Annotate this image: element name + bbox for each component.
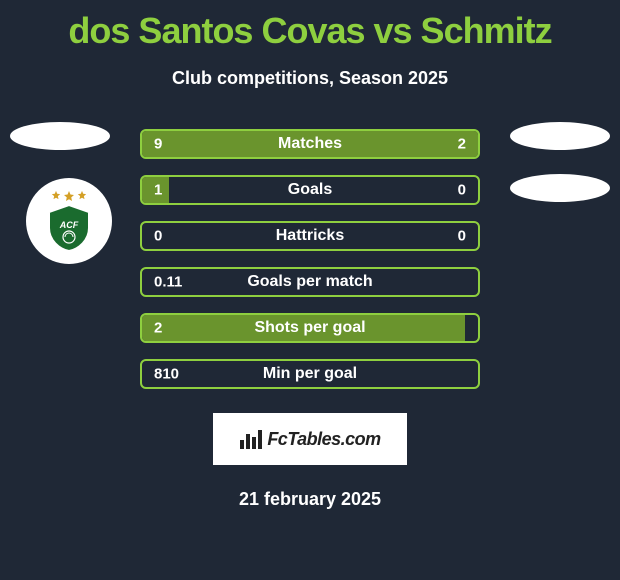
stat-label: Min per goal: [263, 365, 357, 383]
stat-value-left: 0.11: [154, 274, 182, 291]
page-subtitle: Club competitions, Season 2025: [172, 68, 448, 89]
stat-row: 0 Hattricks 0: [0, 221, 620, 251]
stat-bar: 810 Min per goal: [140, 359, 480, 389]
stat-value-left: 9: [154, 136, 162, 153]
stat-bar: 1 Goals 0: [140, 175, 480, 205]
branding-label: FcTables.com: [267, 429, 380, 450]
stat-label: Shots per goal: [254, 319, 365, 337]
stat-row: 1 Goals 0: [0, 175, 620, 205]
stat-row: 9 Matches 2: [0, 129, 620, 159]
branding-box: FcTables.com: [213, 413, 407, 465]
bar-fill-left: [142, 131, 404, 157]
stat-row: 2 Shots per goal: [0, 313, 620, 343]
stat-value-left: 1: [154, 182, 162, 199]
stat-bar: 0 Hattricks 0: [140, 221, 480, 251]
stat-value-left: 810: [154, 366, 179, 383]
stat-row: 810 Min per goal: [0, 359, 620, 389]
stat-bar: 0.11 Goals per match: [140, 267, 480, 297]
stat-value-left: 2: [154, 320, 162, 337]
stat-value-right: 2: [458, 136, 466, 153]
stats-area: 9 Matches 2 1 Goals 0 0 Hattricks 0 0.11 Goals per…: [0, 129, 620, 389]
comparison-infographic: ACF dos Santos Covas vs Schmitz Club com…: [0, 0, 620, 580]
bar-fill-right: [404, 131, 478, 157]
stat-row: 0.11 Goals per match: [0, 267, 620, 297]
stat-label: Matches: [278, 135, 342, 153]
date-text: 21 february 2025: [239, 489, 381, 510]
stat-label: Hattricks: [276, 227, 344, 245]
stat-value-right: 0: [458, 228, 466, 245]
stat-label: Goals per match: [247, 273, 372, 291]
stat-value-left: 0: [154, 228, 162, 245]
stat-label: Goals: [288, 181, 332, 199]
bar-chart-icon: [239, 428, 263, 450]
fctables-logo: FcTables.com: [239, 428, 380, 450]
stat-bar: 9 Matches 2: [140, 129, 480, 159]
stat-bar: 2 Shots per goal: [140, 313, 480, 343]
stat-value-right: 0: [458, 182, 466, 199]
page-title: dos Santos Covas vs Schmitz: [68, 10, 551, 52]
